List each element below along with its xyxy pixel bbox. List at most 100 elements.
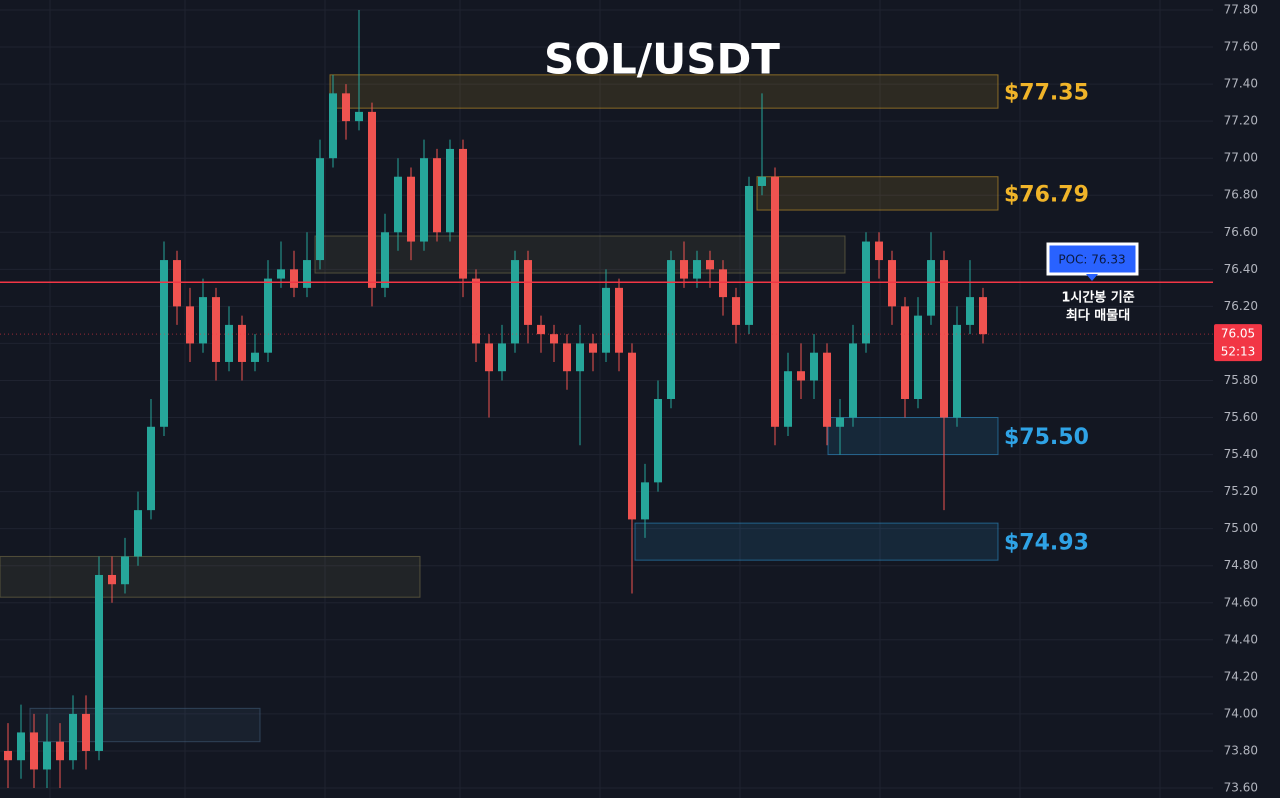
poc-label: POC: 76.33: [1058, 253, 1125, 267]
candle-body: [212, 297, 220, 362]
candle-body: [329, 93, 337, 159]
zone: [634, 522, 999, 561]
candle-body: [30, 732, 38, 770]
zone: [0, 555, 421, 598]
candle-body: [602, 287, 610, 353]
y-tick-label: 76.20: [1224, 299, 1258, 313]
candle-body: [706, 260, 714, 270]
candle-body: [238, 324, 246, 362]
candle-body: [966, 297, 974, 325]
candle-body: [290, 269, 298, 288]
candle-body: [628, 352, 636, 520]
candle-body: [472, 278, 480, 344]
candle-body: [862, 241, 870, 344]
candle-body: [537, 324, 545, 335]
y-tick-label: 74.40: [1224, 632, 1258, 646]
candle-body: [355, 111, 363, 122]
zone-label: $77.35: [1004, 81, 1089, 106]
poc-note: 최다 매물대: [1066, 308, 1130, 324]
zones: [0, 74, 999, 743]
candle-body: [433, 158, 441, 233]
candle-body: [615, 287, 623, 353]
candle-body: [732, 297, 740, 325]
y-tick-label: 75.60: [1224, 410, 1258, 424]
y-tick-label: 74.20: [1224, 669, 1258, 683]
candle-body: [82, 713, 90, 751]
candle-body: [264, 278, 272, 353]
y-tick-label: 77.20: [1224, 114, 1258, 128]
y-tick-label: 75.00: [1224, 521, 1258, 535]
candle-body: [797, 371, 805, 381]
candle-body: [420, 158, 428, 242]
candle-body: [121, 556, 129, 585]
candle-body: [654, 399, 662, 483]
y-tick-label: 73.80: [1224, 743, 1258, 757]
zone: [329, 74, 999, 109]
last-price-label: 76.05: [1221, 327, 1255, 341]
candle-body: [953, 324, 961, 418]
candle-body: [693, 260, 701, 279]
candle-body: [368, 111, 376, 288]
candle-body: [901, 306, 909, 399]
candle-body: [641, 482, 649, 520]
candle-body: [927, 260, 935, 316]
candle-body: [745, 185, 753, 325]
candle-body: [576, 343, 584, 372]
candles: [4, 10, 987, 788]
candle-body: [875, 241, 883, 261]
zone: [314, 235, 846, 274]
candle-body: [758, 176, 766, 186]
candle-body: [303, 260, 311, 288]
candle-body: [342, 93, 350, 122]
candle-body: [95, 574, 103, 751]
candle-body: [459, 148, 467, 279]
candle-body: [316, 158, 324, 261]
candle-body: [277, 269, 285, 279]
candle-body: [784, 371, 792, 427]
candle-body: [147, 426, 155, 511]
candle-body: [680, 260, 688, 279]
candle-body: [394, 176, 402, 233]
countdown-label: 52:13: [1221, 345, 1256, 359]
candle-body: [940, 260, 948, 418]
candle-body: [563, 343, 571, 372]
candle-body: [446, 148, 454, 233]
y-tick-label: 75.80: [1224, 373, 1258, 387]
y-tick-label: 77.80: [1224, 3, 1258, 17]
candle-body: [810, 352, 818, 381]
y-tick-label: 75.40: [1224, 447, 1258, 461]
candle-body: [719, 269, 727, 298]
overlays: 77.80 77.60 77.40 77.20 77.00 76.80 76.60 76.40…: [0, 3, 1262, 795]
poc-note: 1시간봉 기준: [1061, 290, 1134, 306]
candle-body: [173, 260, 181, 307]
candle-body: [160, 260, 168, 427]
y-tick-label: 74.00: [1224, 706, 1258, 720]
candle-body: [485, 343, 493, 372]
candle-body: [17, 732, 25, 761]
zone: [756, 176, 999, 211]
candle-body: [381, 232, 389, 288]
candle-body: [771, 176, 779, 427]
y-tick-label: 77.00: [1224, 151, 1258, 165]
y-tick-label: 76.60: [1224, 225, 1258, 239]
zone: [827, 417, 999, 456]
candle-body: [407, 176, 415, 242]
y-tick-label: 76.40: [1224, 262, 1258, 276]
candle-body: [199, 297, 207, 344]
candle-body: [979, 297, 987, 335]
candle-body: [251, 352, 259, 362]
y-tick-label: 74.60: [1224, 595, 1258, 609]
candle-body: [511, 260, 519, 344]
zone-label: $76.79: [1004, 182, 1089, 207]
candle-body: [823, 352, 831, 427]
y-tick-label: 73.60: [1224, 781, 1258, 795]
last-price-tag: [1214, 324, 1262, 362]
y-tick-label: 77.60: [1224, 40, 1258, 54]
candle-body: [225, 324, 233, 362]
poc-label-box: [1046, 242, 1139, 276]
candle-body: [550, 334, 558, 344]
candle-body: [56, 741, 64, 761]
candle-body: [836, 417, 844, 427]
